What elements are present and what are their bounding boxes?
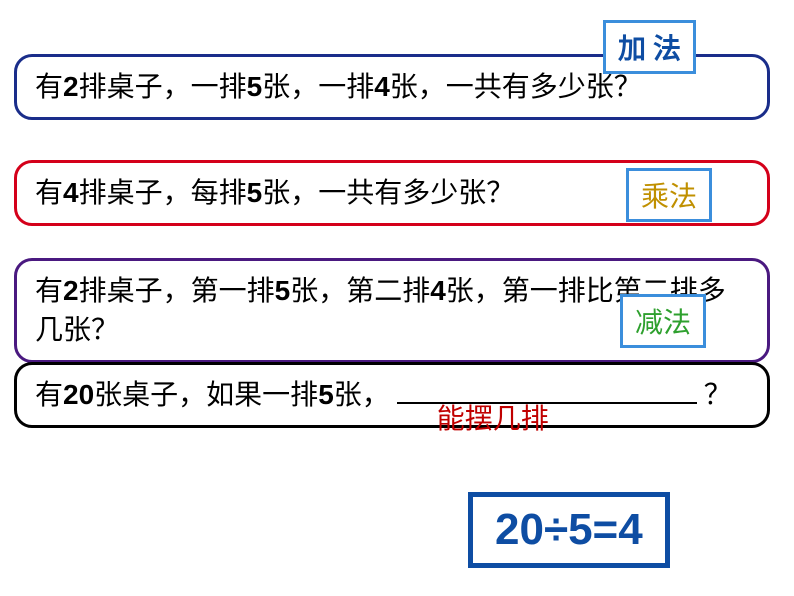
tag-subtraction: 减法 [620,294,706,348]
fill-blank-line: 能摆几排 [397,402,697,404]
equation-result: 20÷5=4 [468,492,670,568]
problem-text-4-suffix: ？ [704,380,732,411]
problem-box-4: 有20张桌子，如果一排5张， 能摆几排 ？ [14,362,770,428]
fill-blank-answer: 能摆几排 [437,400,549,439]
tag-addition: 加 法 [603,20,696,74]
problem-text-2: 有4排桌子，每排5张，一共有多少张？ [35,178,514,209]
tag-multiplication: 乘法 [626,168,712,222]
problem-text-1: 有2排桌子，一排5张，一排4张，一共有多少张？ [35,72,642,103]
problem-text-4-prefix: 有20张桌子，如果一排5张， [35,380,390,411]
